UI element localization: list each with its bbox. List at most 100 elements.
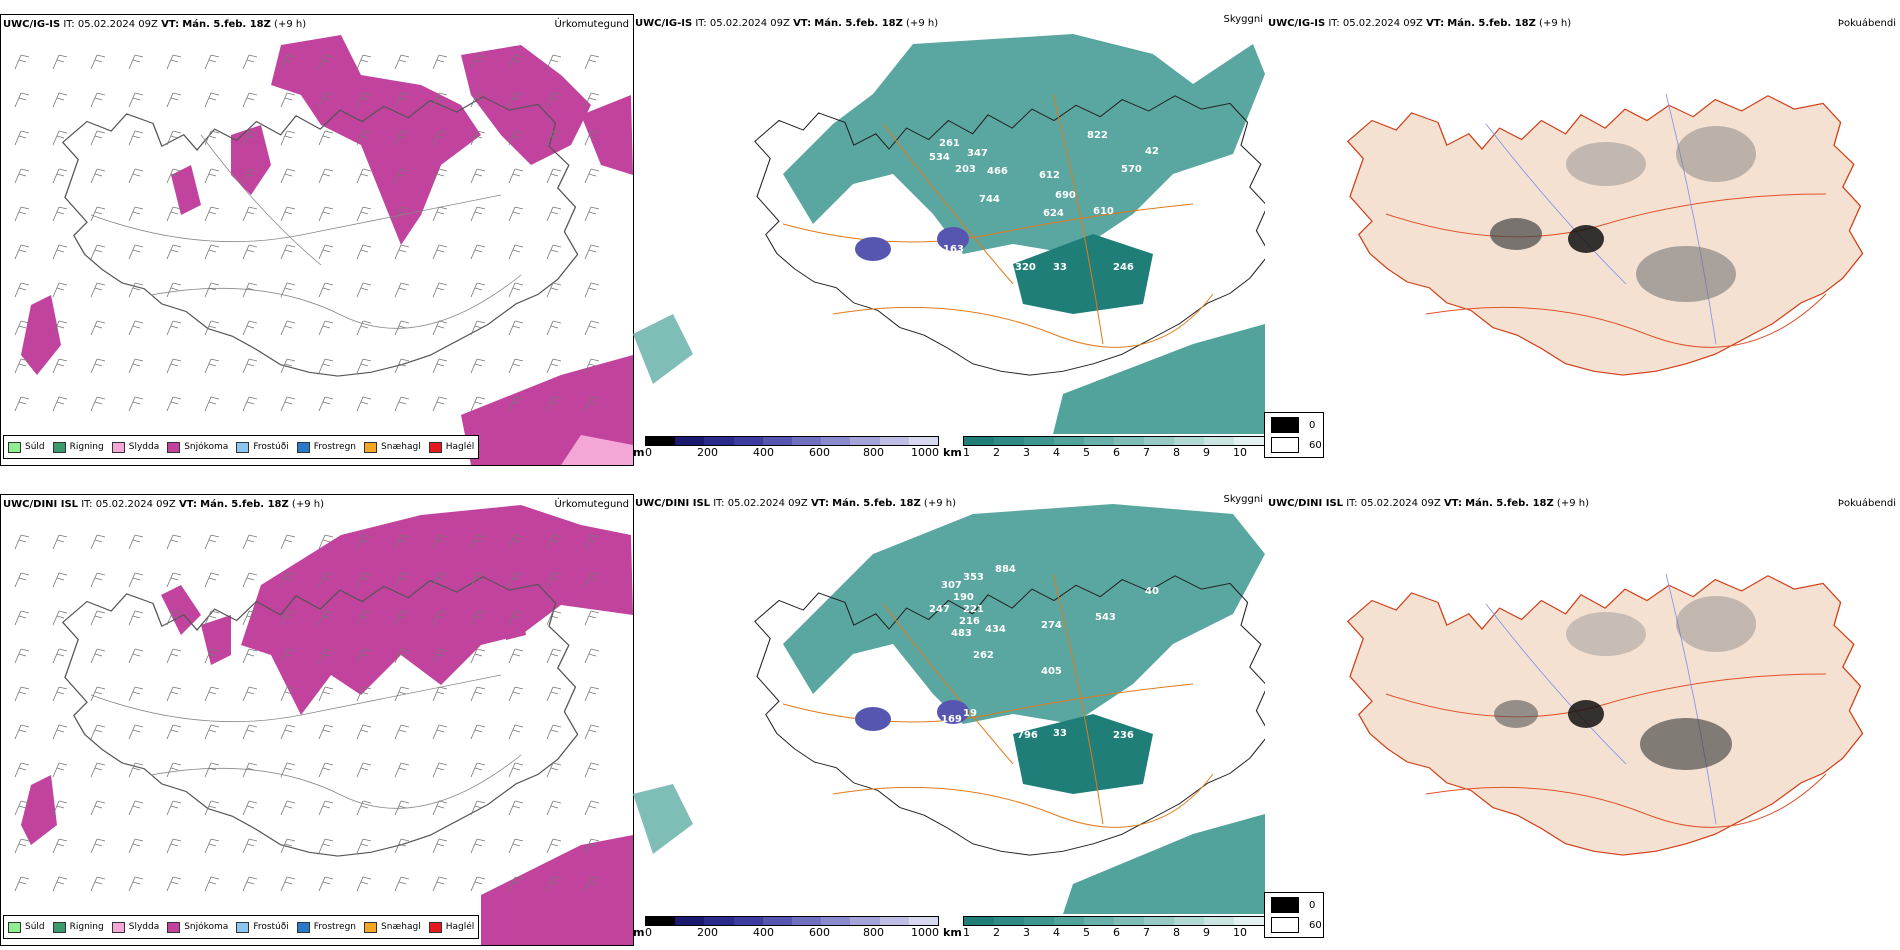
peak-label: 236 <box>1113 730 1134 741</box>
wind-barb <box>166 396 182 412</box>
wind-barb <box>90 648 106 664</box>
precip-map-top <box>14 35 633 465</box>
wind-barb <box>546 876 562 892</box>
visibility-unit: km <box>943 446 962 459</box>
wind-barb <box>432 572 448 588</box>
visibility-ticks: 1 2 3 4 5 6 7 8 9 10 <box>963 446 1247 459</box>
wind-barb <box>14 800 30 816</box>
wind-barb <box>470 358 486 374</box>
visibility-map-top: 261 347 534 203 466 612 822 690 570 744 … <box>633 34 1265 434</box>
wind-barb <box>128 358 144 374</box>
legend-item: Súld <box>8 921 45 933</box>
wind-barb <box>470 724 486 740</box>
wind-barb <box>166 686 182 702</box>
wind-barb <box>394 648 410 664</box>
wind-barb <box>470 168 486 184</box>
wind-barb <box>14 282 30 298</box>
fog-map-bottom <box>1347 573 1864 856</box>
peak-label: 483 <box>951 628 972 639</box>
wind-barb <box>394 610 410 626</box>
wind-barb <box>394 244 410 260</box>
wind-barb <box>470 244 486 260</box>
wind-barb <box>394 54 410 70</box>
wind-barb <box>14 876 30 892</box>
wind-barb <box>128 244 144 260</box>
wind-barb <box>128 206 144 222</box>
peak-label: 142 <box>891 242 912 253</box>
wind-barb <box>394 92 410 108</box>
wind-barb <box>280 838 296 854</box>
wind-barb <box>128 686 144 702</box>
wind-barb <box>90 358 106 374</box>
wind-barb <box>546 168 562 184</box>
wind-barb <box>90 396 106 412</box>
wind-barb <box>128 320 144 336</box>
fog-panel-bottom: UWC/DINI ISL IT: 05.02.2024 09Z VT: Mán.… <box>1264 494 1900 944</box>
panel-header: UWC/DINI ISL IT: 05.02.2024 09Z VT: Mán.… <box>3 499 324 510</box>
panel-header: UWC/IG-IS IT: 05.02.2024 09Z VT: Mán. 5.… <box>635 18 939 29</box>
wind-barb <box>356 130 372 146</box>
wind-barb <box>166 244 182 260</box>
wind-barb <box>166 648 182 664</box>
wind-barb <box>546 358 562 374</box>
legend-item: Snjókoma <box>167 441 228 453</box>
wind-barb <box>584 800 600 816</box>
wind-barb <box>584 54 600 70</box>
wind-barb <box>470 282 486 298</box>
wind-barb <box>394 572 410 588</box>
wind-barb <box>52 358 68 374</box>
wind-barb <box>508 724 524 740</box>
wind-barb <box>166 762 182 778</box>
wind-barb <box>280 876 296 892</box>
wind-barb <box>508 54 524 70</box>
wind-barb <box>546 724 562 740</box>
precip-legend: Súld Rigning Slydda Snjókoma Frostúði Fr… <box>3 435 480 459</box>
wind-barb <box>242 244 258 260</box>
visibility-panel-top: 261 347 534 203 466 612 822 690 570 744 … <box>633 14 1265 464</box>
wind-barb <box>432 686 448 702</box>
wind-barb <box>90 876 106 892</box>
precip-map-bottom <box>14 505 633 945</box>
wind-barb <box>204 534 220 550</box>
wind-barb <box>204 54 220 70</box>
wind-barb <box>128 534 144 550</box>
wind-barb <box>280 572 296 588</box>
wind-barb <box>90 534 106 550</box>
wind-barb <box>584 168 600 184</box>
panel-header: UWC/IG-IS IT: 05.02.2024 09Z VT: Mán. 5.… <box>1268 18 1572 29</box>
wind-barb <box>280 168 296 184</box>
peak-label: 612 <box>1039 170 1060 181</box>
wind-barb <box>52 168 68 184</box>
wind-barb <box>14 572 30 588</box>
peak-label: 42 <box>1145 146 1159 157</box>
legend-item: Haglél <box>428 441 474 453</box>
peak-label: 307 <box>941 580 962 591</box>
wind-barb <box>432 396 448 412</box>
wind-barb <box>356 876 372 892</box>
wind-barb <box>204 396 220 412</box>
wind-barb <box>90 610 106 626</box>
wind-barb <box>318 396 334 412</box>
peak-label: 40 <box>1145 586 1159 597</box>
wind-barb <box>470 800 486 816</box>
wind-barb <box>508 282 524 298</box>
wind-barb <box>280 130 296 146</box>
wind-barb <box>394 800 410 816</box>
wind-barb <box>14 396 30 412</box>
wind-barb <box>470 762 486 778</box>
panel-header: UWC/IG-IS IT: 05.02.2024 09Z VT: Mán. 5.… <box>3 19 307 30</box>
wind-barb <box>584 724 600 740</box>
wind-barb <box>318 724 334 740</box>
visibility-scale <box>963 916 1265 926</box>
wind-barb <box>90 168 106 184</box>
wind-barb <box>242 648 258 664</box>
wind-barb <box>90 572 106 588</box>
wind-barb <box>356 610 372 626</box>
wind-barb <box>242 610 258 626</box>
wind-barb <box>356 724 372 740</box>
wind-barb <box>546 762 562 778</box>
wind-barb <box>432 648 448 664</box>
elevation-scale <box>645 436 939 446</box>
wind-barb <box>546 282 562 298</box>
wind-barb <box>508 206 524 222</box>
